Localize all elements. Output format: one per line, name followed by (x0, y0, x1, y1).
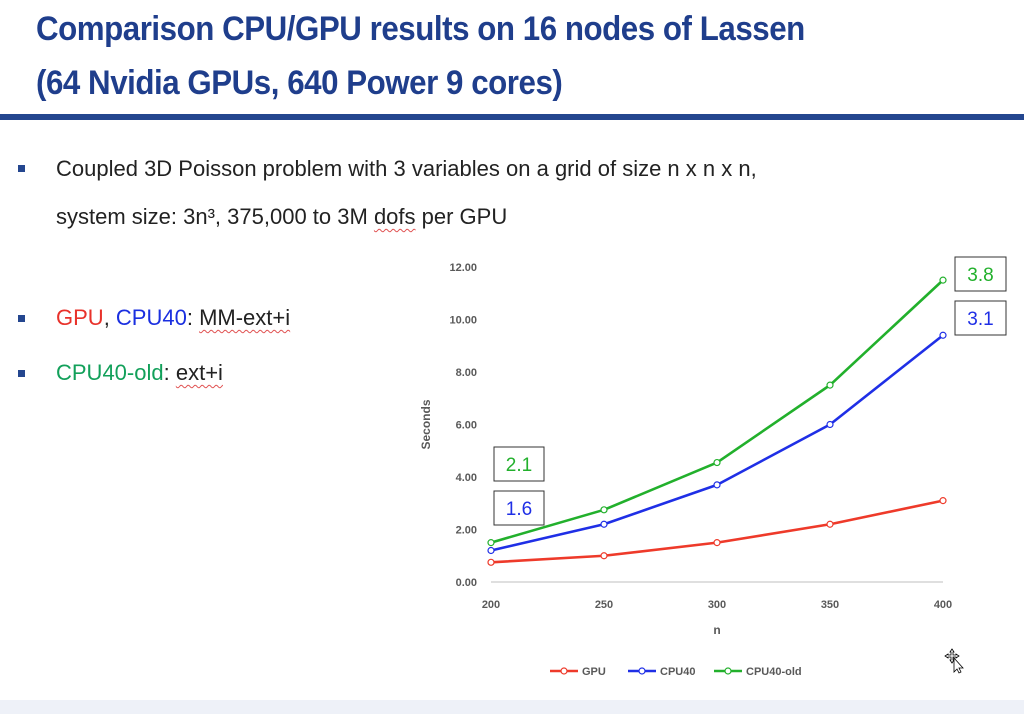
bullet-1-line-2-c: per GPU (415, 204, 508, 229)
data-point-gpu (826, 520, 834, 528)
bullet-1-line-1: Coupled 3D Poisson problem with 3 variab… (56, 156, 757, 181)
x-tick-label: 200 (482, 599, 500, 611)
title-line-2: (64 Nvidia GPUs, 640 Power 9 cores) (36, 64, 563, 102)
bullet-marker-1 (18, 165, 25, 172)
annotation-label: 3.8 (967, 265, 993, 286)
bullet-marker-3 (18, 370, 25, 377)
data-point-cpu40 (600, 520, 608, 528)
legend-marker-cpu40_old (724, 667, 732, 675)
bullet-1-line-2-dofs: dofs (373, 204, 416, 229)
data-point-cpu40 (713, 481, 721, 489)
y-tick-label: 4.00 (456, 472, 477, 484)
annotation-label: 2.1 (506, 455, 532, 476)
title-line-1: Comparison CPU/GPU results on 16 nodes o… (36, 10, 805, 48)
bullet-3: CPU40-old: ext+i (56, 360, 223, 386)
bullet-3-method: ext+i (175, 360, 223, 385)
x-tick-label: 300 (708, 599, 726, 611)
y-tick-label: 8.00 (456, 367, 477, 379)
legend-marker-gpu (560, 667, 568, 675)
chart-legend: GPU CPU40 CPU40-old (550, 666, 802, 678)
y-tick-label: 12.00 (449, 262, 477, 274)
chart-annotations: 2.1 1.6 3.8 3.1 (493, 256, 1007, 526)
data-point-gpu (600, 552, 608, 560)
y-tick-label: 2.00 (456, 525, 477, 537)
y-tick-label: 0.00 (456, 577, 477, 589)
bullet-2: GPU, CPU40: MM-ext+i (56, 305, 290, 331)
x-tick-label: 400 (934, 599, 952, 611)
data-point-cpu40_old (600, 506, 608, 514)
series-line-cpu40 (490, 334, 944, 552)
legend-label-gpu: GPU (582, 666, 606, 678)
y-axis-ticks: 0.00 2.00 4.00 6.00 8.00 10.00 12.00 (449, 262, 477, 589)
bullet-2-gpu: GPU (56, 305, 104, 330)
bullet-2-sep: , (103, 305, 116, 330)
annotation-box (954, 300, 1007, 336)
y-tick-label: 6.00 (456, 420, 477, 432)
data-point-gpu (939, 497, 947, 505)
bullet-2-cpu40: CPU40 (115, 305, 187, 330)
data-point-gpu (487, 558, 495, 566)
annotation-label: 1.6 (506, 499, 532, 520)
legend-label-cpu40_old: CPU40-old (746, 666, 802, 678)
x-tick-label: 350 (821, 599, 839, 611)
y-axis-label: Seconds (419, 399, 433, 449)
bullet-1-line-2-a: system size: 3n³, 375,000 to 3M (56, 204, 374, 229)
x-tick-label: 250 (595, 599, 613, 611)
data-point-gpu (713, 539, 721, 547)
annotation-label: 3.1 (967, 309, 993, 330)
slide-title: Comparison CPU/GPU results on 16 nodes o… (36, 2, 996, 110)
annotation-box (954, 256, 1007, 292)
move-cursor-icon (944, 648, 964, 674)
bullet-2-colon: : (186, 305, 200, 330)
data-point-cpu40 (487, 546, 495, 555)
data-point-cpu40 (939, 331, 947, 339)
x-axis-ticks: 200 250 300 350 400 (482, 599, 952, 611)
bullet-marker-2 (18, 315, 25, 322)
data-point-cpu40_old (713, 458, 721, 467)
series-line-cpu40_old (490, 279, 944, 544)
bullet-3-cpu40-old: CPU40-old (56, 360, 164, 385)
bullet-1-line-2: system size: 3n³, 375,000 to 3M dofs per… (56, 204, 507, 230)
annotation-box (493, 446, 545, 482)
chart-series (487, 276, 947, 566)
data-point-cpu40_old (939, 276, 947, 284)
series-line-gpu (490, 499, 944, 564)
x-axis-label: n (713, 623, 720, 637)
data-point-cpu40_old (487, 539, 495, 547)
title-divider (0, 114, 1024, 120)
slide-footer-band (0, 700, 1024, 714)
annotation-box (493, 490, 545, 526)
legend-label-cpu40: CPU40 (660, 666, 695, 678)
y-tick-label: 10.00 (449, 315, 477, 327)
bullet-2-method: MM-ext+i (199, 305, 291, 330)
bullet-3-colon: : (163, 360, 176, 385)
legend-marker-cpu40 (638, 667, 646, 675)
data-point-cpu40_old (826, 381, 834, 389)
data-point-cpu40 (826, 420, 834, 429)
